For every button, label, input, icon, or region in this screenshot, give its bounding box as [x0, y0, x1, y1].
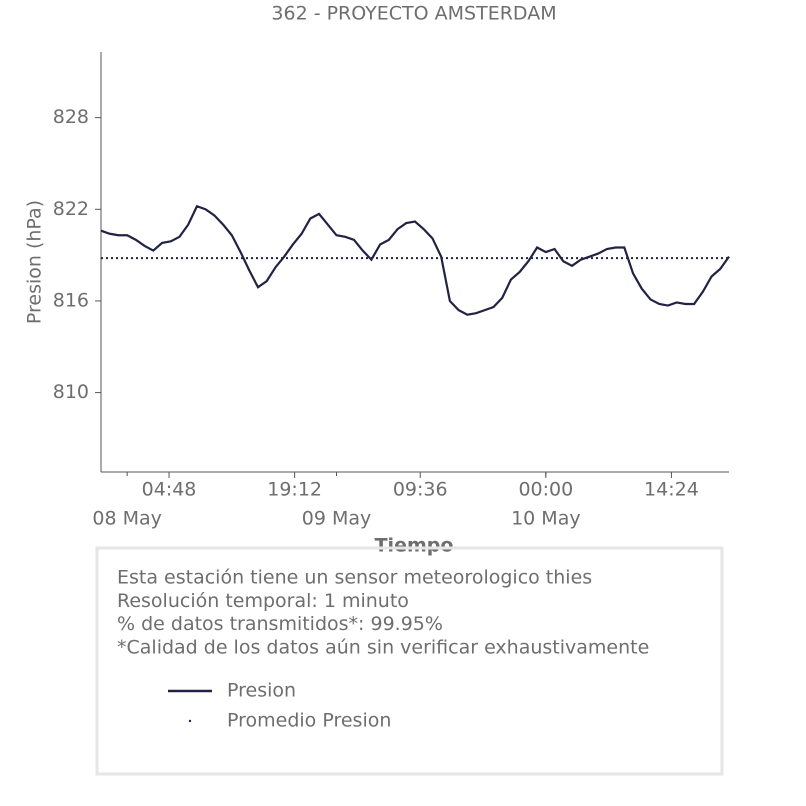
x-axis-label: Tiempo: [375, 535, 454, 557]
x-tick-label: 19:12: [267, 479, 322, 501]
legend-dot: [188, 719, 192, 723]
y-tick-label: 822: [53, 198, 89, 220]
x-tick-label: 04:48: [142, 479, 197, 501]
info-text: Resolución temporal: 1 minuto: [117, 590, 409, 612]
x-tick-label: 14:24: [644, 479, 699, 501]
info-box: [95, 546, 724, 776]
y-tick-label: 816: [53, 289, 89, 311]
pressure-line: [100, 204, 730, 316]
x-date-label: 10 May: [511, 508, 581, 530]
x-date-label: 08 May: [92, 508, 162, 530]
legend-label: Presion: [227, 680, 296, 702]
y-tick-label: 810: [53, 381, 89, 403]
info-text: % de datos transmitidos*: 99.95%: [117, 613, 443, 635]
legend-label: Promedio Presion: [227, 710, 391, 732]
info-text: Esta estación tiene un sensor meteorolog…: [117, 567, 592, 589]
info-text: *Calidad de los datos aún sin verificar …: [117, 636, 649, 658]
chart-title: 362 - PROYECTO AMSTERDAM: [271, 3, 556, 25]
y-axis-label: Presion (hPa): [24, 200, 46, 324]
y-tick-label: 828: [53, 106, 89, 128]
x-tick-label: 09:36: [393, 479, 448, 501]
x-date-label: 09 May: [302, 508, 372, 530]
x-tick-label: 00:00: [518, 479, 573, 501]
